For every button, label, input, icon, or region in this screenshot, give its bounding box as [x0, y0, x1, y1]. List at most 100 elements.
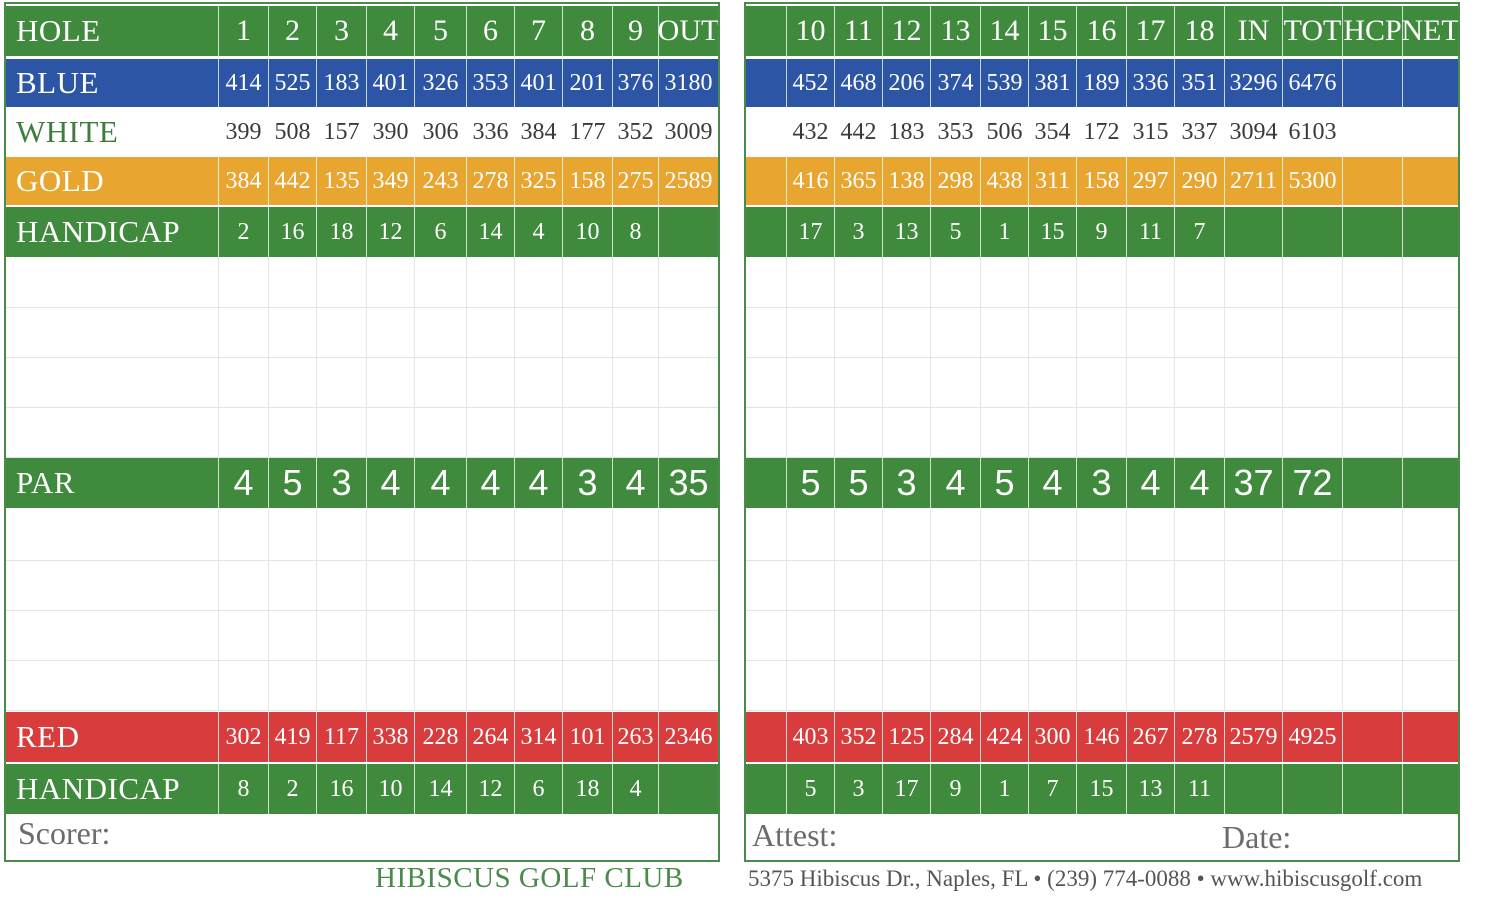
score-entry-cell[interactable]	[514, 307, 562, 357]
score-entry-cell[interactable]	[980, 660, 1028, 710]
score-entry-cell[interactable]	[1174, 510, 1224, 560]
score-entry-cell[interactable]	[1282, 257, 1342, 307]
score-entry-cell[interactable]	[658, 257, 718, 307]
score-entry-cell[interactable]	[980, 357, 1028, 407]
score-entry-cell[interactable]	[1342, 510, 1402, 560]
score-entry-cell[interactable]	[786, 407, 834, 457]
score-entry-cell[interactable]	[466, 307, 514, 357]
score-entry-cell[interactable]	[316, 660, 366, 710]
score-entry-cell[interactable]	[1402, 307, 1458, 357]
score-entry-cell[interactable]	[466, 610, 514, 660]
score-entry-cell[interactable]	[366, 660, 414, 710]
score-entry-cell[interactable]	[1224, 357, 1282, 407]
score-entry-cell[interactable]	[658, 660, 718, 710]
score-entry-cell[interactable]	[414, 357, 466, 407]
score-entry-cell[interactable]	[1076, 357, 1126, 407]
score-entry-cell[interactable]	[268, 407, 316, 457]
score-entry-cell[interactable]	[1174, 407, 1224, 457]
score-entry-cell[interactable]	[786, 610, 834, 660]
score-entry-cell[interactable]	[316, 510, 366, 560]
score-entry-cell[interactable]	[930, 560, 980, 610]
score-entry-cell[interactable]	[1076, 660, 1126, 710]
score-entry-cell[interactable]	[218, 560, 268, 610]
score-entry-cell[interactable]	[980, 257, 1028, 307]
score-entry-cell[interactable]	[1402, 407, 1458, 457]
score-entry-cell[interactable]	[316, 407, 366, 457]
score-entry-cell[interactable]	[786, 307, 834, 357]
score-entry-cell[interactable]	[1028, 510, 1076, 560]
score-entry-cell[interactable]	[786, 357, 834, 407]
score-entry-cell[interactable]	[366, 257, 414, 307]
score-entry-cell[interactable]	[514, 407, 562, 457]
score-entry-cell[interactable]	[466, 510, 514, 560]
score-entry-cell[interactable]	[1028, 257, 1076, 307]
score-entry-cell[interactable]	[1342, 257, 1402, 307]
score-entry-cell[interactable]	[612, 407, 658, 457]
score-entry-cell[interactable]	[612, 510, 658, 560]
score-entry-cell[interactable]	[414, 560, 466, 610]
score-entry-cell[interactable]	[658, 357, 718, 407]
score-entry-cell[interactable]	[1342, 407, 1402, 457]
score-entry-cell[interactable]	[1402, 660, 1458, 710]
score-entry-cell[interactable]	[1342, 357, 1402, 407]
score-entry-cell[interactable]	[466, 660, 514, 710]
score-entry-cell[interactable]	[218, 357, 268, 407]
score-entry-cell[interactable]	[746, 257, 786, 307]
score-entry-cell[interactable]	[834, 307, 882, 357]
score-entry-cell[interactable]	[1224, 307, 1282, 357]
score-entry-cell[interactable]	[1282, 407, 1342, 457]
score-entry-cell[interactable]	[414, 660, 466, 710]
score-entry-cell[interactable]	[268, 510, 316, 560]
score-entry-cell[interactable]	[930, 610, 980, 660]
score-entry-cell[interactable]	[1126, 307, 1174, 357]
score-entry-cell[interactable]	[882, 357, 930, 407]
score-entry-cell[interactable]	[658, 560, 718, 610]
score-entry-cell[interactable]	[1126, 357, 1174, 407]
score-entry-cell[interactable]	[316, 560, 366, 610]
score-entry-cell[interactable]	[930, 510, 980, 560]
score-entry-cell[interactable]	[1224, 257, 1282, 307]
score-entry-cell[interactable]	[834, 610, 882, 660]
score-entry-cell[interactable]	[1282, 307, 1342, 357]
score-entry-cell[interactable]	[834, 660, 882, 710]
score-entry-cell[interactable]	[1282, 660, 1342, 710]
score-entry-cell[interactable]	[218, 660, 268, 710]
score-entry-cell[interactable]	[980, 407, 1028, 457]
score-entry-cell[interactable]	[218, 510, 268, 560]
score-entry-cell[interactable]	[316, 610, 366, 660]
score-entry-cell[interactable]	[1282, 357, 1342, 407]
score-entry-cell[interactable]	[1076, 610, 1126, 660]
score-entry-cell[interactable]	[930, 660, 980, 710]
score-entry-cell[interactable]	[414, 510, 466, 560]
score-entry-cell[interactable]	[1342, 560, 1402, 610]
score-entry-cell[interactable]	[1174, 257, 1224, 307]
score-entry-cell[interactable]	[1028, 660, 1076, 710]
score-entry-cell[interactable]	[882, 307, 930, 357]
score-entry-cell[interactable]	[268, 660, 316, 710]
score-entry-cell[interactable]	[612, 560, 658, 610]
score-entry-cell[interactable]	[612, 357, 658, 407]
score-entry-cell[interactable]	[786, 510, 834, 560]
score-entry-cell[interactable]	[1402, 357, 1458, 407]
score-entry-cell[interactable]	[1402, 510, 1458, 560]
score-entry-cell[interactable]	[882, 257, 930, 307]
score-entry-cell[interactable]	[1028, 560, 1076, 610]
score-entry-cell[interactable]	[366, 610, 414, 660]
score-entry-cell[interactable]	[834, 257, 882, 307]
score-entry-cell[interactable]	[514, 257, 562, 307]
score-entry-cell[interactable]	[1282, 510, 1342, 560]
score-entry-cell[interactable]	[514, 357, 562, 407]
score-entry-cell[interactable]	[1076, 510, 1126, 560]
score-entry-cell[interactable]	[1342, 610, 1402, 660]
score-entry-cell[interactable]	[1174, 660, 1224, 710]
score-entry-cell[interactable]	[612, 610, 658, 660]
score-entry-cell[interactable]	[612, 660, 658, 710]
score-entry-cell[interactable]	[834, 357, 882, 407]
score-entry-cell[interactable]	[1174, 307, 1224, 357]
score-entry-cell[interactable]	[1126, 660, 1174, 710]
score-entry-cell[interactable]	[1028, 610, 1076, 660]
score-entry-cell[interactable]	[1028, 357, 1076, 407]
score-entry-cell[interactable]	[834, 407, 882, 457]
score-entry-cell[interactable]	[786, 660, 834, 710]
score-entry-cell[interactable]	[1028, 307, 1076, 357]
